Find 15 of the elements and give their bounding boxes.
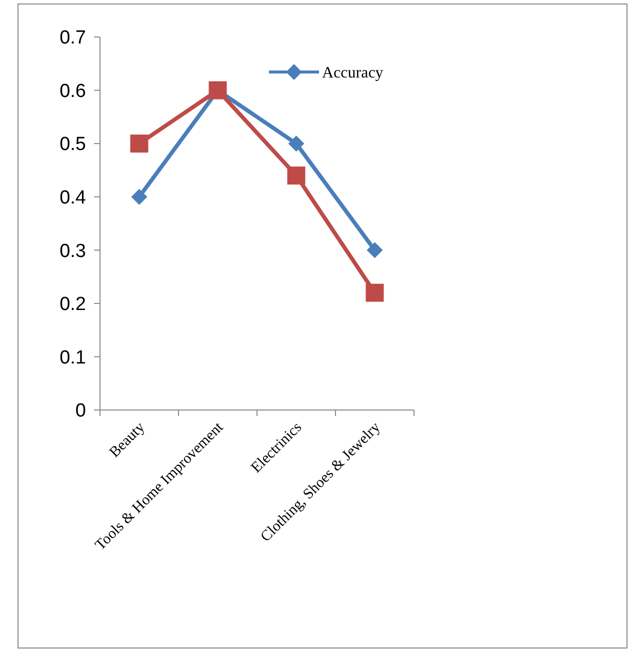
y-tick-label: 0.4 — [60, 188, 86, 209]
y-tick-label: 0.2 — [60, 294, 86, 316]
point — [130, 134, 148, 153]
y-tick-label: 0.3 — [60, 240, 86, 262]
point — [366, 284, 384, 302]
y-tick-label: 0.5 — [60, 134, 86, 156]
y-tick-label: 0.7 — [60, 28, 86, 49]
y-tick-label: 0.6 — [60, 80, 86, 102]
point — [287, 166, 306, 185]
legend-label: Accuracy — [322, 64, 384, 82]
point — [131, 188, 148, 205]
y-tick-label: 0 — [75, 400, 86, 422]
point — [288, 136, 304, 152]
point — [366, 242, 383, 258]
y-tick-label: 0.1 — [60, 347, 86, 368]
